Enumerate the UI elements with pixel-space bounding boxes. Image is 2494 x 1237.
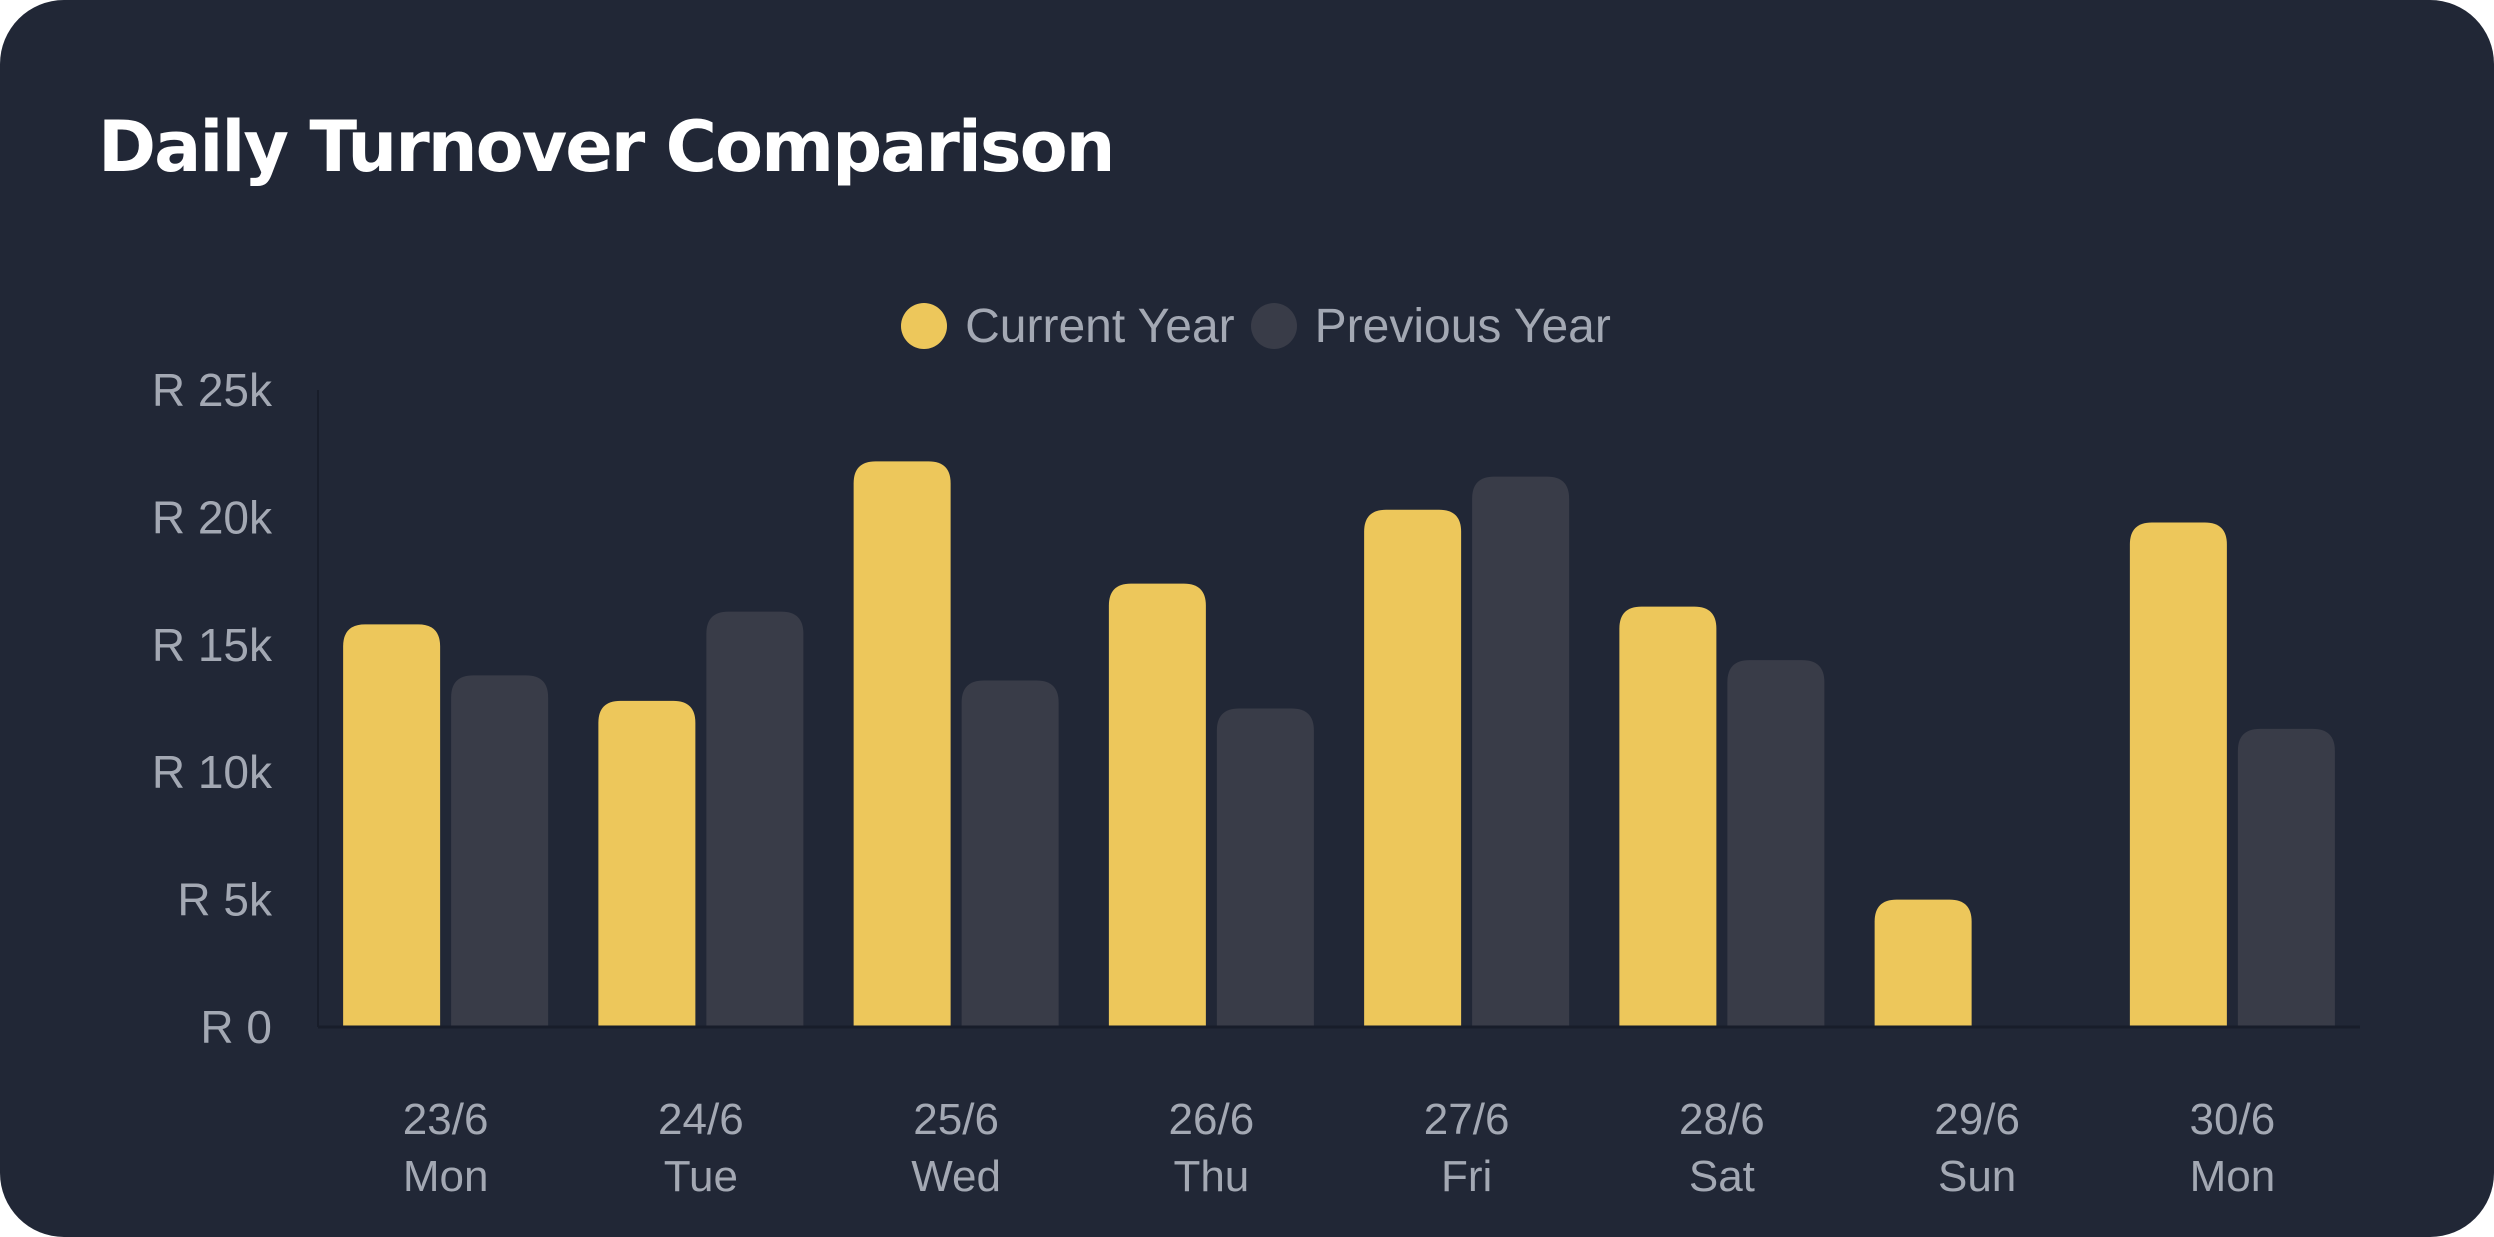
y-tick-label: R 15k [152, 619, 273, 671]
bar-previous-year[interactable] [1216, 708, 1314, 1028]
bar-current-year[interactable] [1364, 509, 1462, 1028]
y-tick-label: R 5k [177, 874, 273, 926]
y-tick-label: R 10k [152, 746, 273, 798]
bar-previous-year[interactable] [451, 675, 549, 1027]
bar-current-year[interactable] [2129, 522, 2227, 1027]
x-tick-date: 27/6 [1424, 1095, 1510, 1144]
bar-previous-year[interactable] [1727, 660, 1825, 1027]
x-tick-date: 25/6 [913, 1095, 999, 1144]
bar-current-year[interactable] [343, 624, 441, 1027]
x-tick-day: Mon [2190, 1152, 2276, 1201]
legend-item-previous-year[interactable]: Previous Year [1250, 299, 1611, 354]
bar-previous-year[interactable] [1472, 476, 1570, 1028]
x-tick-day: Sun [1938, 1152, 2016, 1201]
bar-current-year[interactable] [853, 461, 951, 1027]
bar-current-year[interactable] [1619, 606, 1717, 1027]
x-tick-date: 24/6 [658, 1095, 744, 1144]
bars [343, 461, 2335, 1028]
x-tick-day: Mon [403, 1152, 489, 1201]
x-tick-date: 26/6 [1169, 1095, 1255, 1144]
x-tick-day: Tue [664, 1152, 738, 1201]
x-tick-day: Wed [911, 1152, 1001, 1201]
legend-swatch-current-year [901, 303, 948, 349]
legend-swatch-previous-year [1250, 303, 1297, 349]
legend-label-current-year: Current Year [965, 299, 1235, 353]
x-tick-day: Sat [1689, 1152, 1755, 1201]
x-axis: 23/6 Mon 24/6 Tue 25/6 Wed 26/6 Thu 27/6 Fri 28/6 S… [318, 1025, 2360, 1201]
bar-current-year[interactable] [1874, 899, 1972, 1027]
y-tick-label: R 0 [200, 1001, 272, 1053]
legend: Current Year Previous Year [0, 298, 2494, 354]
bar-previous-year[interactable] [706, 611, 804, 1027]
bar-previous-year[interactable] [2237, 728, 2335, 1027]
x-tick-date: 28/6 [1679, 1095, 1765, 1144]
legend-label-previous-year: Previous Year [1314, 299, 1611, 353]
chart-title: Daily Turnover Comparison [98, 106, 1116, 188]
y-axis: R 0 R 5k R 10k R 15k R 20k R 25k [152, 364, 319, 1053]
bar-previous-year[interactable] [961, 680, 1059, 1027]
y-tick-label: R 20k [152, 491, 273, 543]
x-tick-date: 30/6 [2190, 1095, 2276, 1144]
y-tick-label: R 25k [152, 364, 273, 416]
bar-current-year[interactable] [1108, 583, 1206, 1027]
x-tick-date: 23/6 [403, 1095, 489, 1144]
x-tick-day: Fri [1441, 1152, 1492, 1201]
bar-current-year[interactable] [598, 700, 696, 1027]
x-tick-day: Thu [1173, 1152, 1249, 1201]
legend-item-current-year[interactable]: Current Year [901, 299, 1235, 354]
x-tick-date: 29/6 [1934, 1095, 2020, 1144]
